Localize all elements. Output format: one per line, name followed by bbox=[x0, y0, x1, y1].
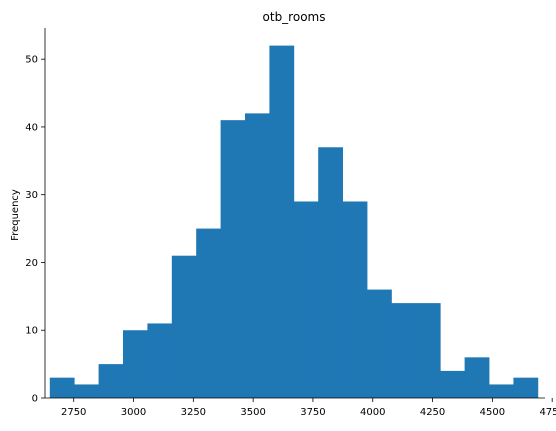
y-axis-ticks: 0 10 20 30 40 50 bbox=[25, 55, 45, 405]
x-tick-label: 4250 bbox=[420, 407, 445, 418]
y-tick-label: 50 bbox=[25, 55, 38, 66]
x-tick-label: 3000 bbox=[121, 407, 146, 418]
histogram-bar bbox=[49, 377, 75, 398]
histogram-bar bbox=[440, 370, 466, 398]
y-tick-label: 40 bbox=[25, 122, 38, 133]
histogram-bar bbox=[245, 113, 270, 398]
histogram-bar bbox=[98, 364, 124, 398]
histogram-bar bbox=[513, 377, 539, 398]
x-tick-label: 3750 bbox=[300, 407, 325, 418]
histogram-bar bbox=[74, 384, 99, 398]
y-tick-label: 10 bbox=[25, 326, 38, 337]
histogram-bar bbox=[464, 357, 490, 398]
y-tick-label: 20 bbox=[25, 258, 38, 269]
histogram-bar bbox=[269, 45, 295, 398]
histogram-bar bbox=[342, 201, 368, 398]
y-tick-label: 0 bbox=[32, 394, 38, 405]
histogram-bar bbox=[318, 147, 344, 398]
bars-group bbox=[49, 45, 539, 399]
histogram-bar bbox=[293, 201, 319, 398]
histogram-bar bbox=[147, 323, 173, 398]
x-tick-label: 4000 bbox=[360, 407, 385, 418]
x-tick-label: 3250 bbox=[181, 407, 206, 418]
histogram-bar bbox=[196, 228, 221, 398]
x-tick-label: 2750 bbox=[61, 407, 86, 418]
chart-title: otb_rooms bbox=[263, 10, 326, 24]
histogram-bar bbox=[391, 303, 417, 398]
y-tick-label: 30 bbox=[25, 190, 38, 201]
y-axis-label: Frequency bbox=[10, 189, 21, 241]
x-tick-label: 4750 bbox=[539, 407, 556, 418]
histogram-bar bbox=[171, 255, 197, 398]
x-tick-label: 4500 bbox=[480, 407, 505, 418]
histogram-bar bbox=[415, 303, 441, 398]
x-axis-ticks: 2750 3000 3250 3500 3750 4000 4250 4500 4750 bbox=[61, 398, 556, 418]
histogram-bar bbox=[122, 330, 148, 398]
histogram-bar bbox=[220, 120, 246, 399]
histogram-bar bbox=[489, 384, 514, 398]
histogram-bar bbox=[367, 289, 392, 398]
x-tick-label: 3500 bbox=[240, 407, 265, 418]
